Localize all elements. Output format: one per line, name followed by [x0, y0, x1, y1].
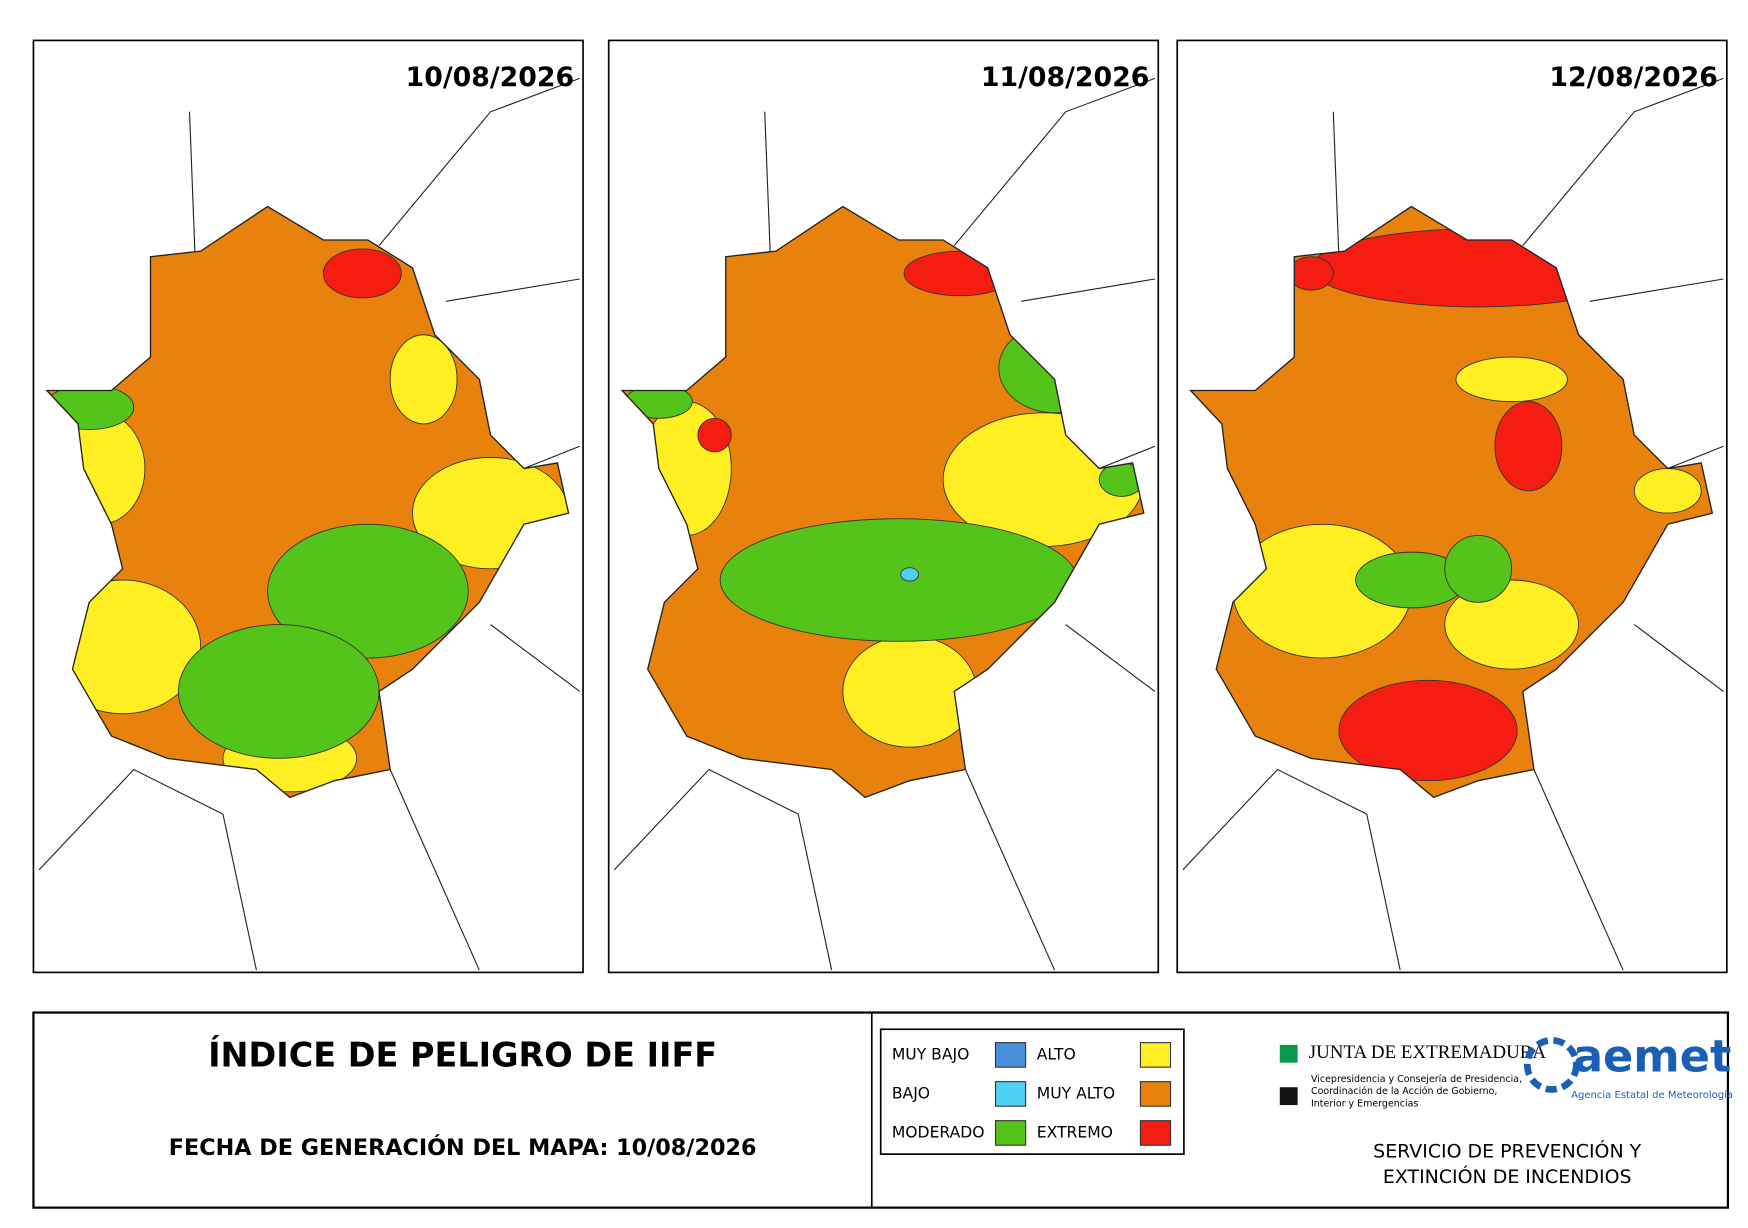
- junta-line: Vicepresidencia y Consejería de Presiden…: [1311, 1074, 1522, 1085]
- legend-label: ALTO: [1037, 1045, 1076, 1063]
- legend-swatch: [994, 1081, 1027, 1107]
- footer-title: ÍNDICE DE PELIGRO DE IIFF: [208, 1035, 717, 1075]
- map-date: 11/08/2026: [981, 62, 1149, 93]
- danger-zone: [1455, 356, 1568, 403]
- map-panel: 10/08/2026: [32, 39, 584, 974]
- legend-swatch: [1139, 1081, 1172, 1107]
- danger-zone: [1288, 256, 1334, 291]
- aemet-subtitle: Agencia Estatal de Meteorología: [1571, 1089, 1733, 1101]
- danger-zone: [719, 518, 1078, 642]
- legend-label: MUY ALTO: [1037, 1084, 1115, 1102]
- province-border: [389, 769, 480, 971]
- province-border: [764, 111, 771, 257]
- borders: [613, 77, 1156, 971]
- danger-zone: [267, 523, 469, 659]
- province-border: [953, 77, 1156, 246]
- danger-zone: [1338, 679, 1518, 782]
- footer-box: [32, 1011, 1730, 1209]
- province-border: [523, 445, 580, 470]
- province-border: [1667, 445, 1724, 470]
- legend-swatch: [1139, 1042, 1172, 1068]
- region: [1190, 206, 1713, 798]
- borders: [38, 77, 581, 971]
- province-border: [1065, 624, 1156, 692]
- legend-label: EXTREMO: [1037, 1123, 1113, 1141]
- province-border: [445, 278, 580, 302]
- junta-line: Coordinación de la Acción de Gobierno,: [1311, 1086, 1497, 1097]
- danger-zone: [1494, 401, 1563, 492]
- map-date: 10/08/2026: [406, 62, 574, 93]
- province-border: [490, 624, 581, 692]
- junta-line: Interior y Emergencias: [1311, 1098, 1418, 1109]
- province-border: [1633, 624, 1724, 692]
- province-border: [1533, 769, 1624, 971]
- junta-icon: [1279, 1044, 1298, 1063]
- junta-icon: [1279, 1087, 1298, 1106]
- junta-name: JUNTA DE EXTREMADURA: [1309, 1042, 1547, 1063]
- region-outline: [620, 205, 1145, 799]
- map-panel: 11/08/2026: [607, 39, 1160, 974]
- legend-swatch: [994, 1120, 1027, 1146]
- danger-zone: [900, 567, 920, 582]
- province-border: [613, 768, 833, 971]
- province-border: [1332, 111, 1340, 257]
- province-border: [1589, 278, 1724, 302]
- legend-box: [879, 1028, 1185, 1155]
- province-border: [378, 77, 580, 246]
- legend-label: MUY BAJO: [892, 1045, 970, 1063]
- region-outline: [1189, 205, 1714, 799]
- province-border: [964, 769, 1056, 971]
- map-date: 12/08/2026: [1549, 62, 1717, 93]
- legend-swatch: [994, 1042, 1027, 1068]
- province-border: [38, 768, 257, 971]
- aemet-name: aemet: [1573, 1030, 1731, 1082]
- province-border: [188, 111, 196, 257]
- danger-zone: [177, 624, 380, 759]
- region-outline: [45, 205, 570, 799]
- aemet-icon: [1523, 1037, 1580, 1093]
- danger-zone: [1444, 534, 1513, 603]
- province-border: [1522, 77, 1724, 246]
- danger-zone: [697, 417, 732, 453]
- borders: [1182, 77, 1724, 971]
- danger-zone: [1633, 468, 1702, 514]
- danger-zone: [389, 334, 458, 425]
- legend-label: MODERADO: [892, 1123, 985, 1141]
- province-border: [1098, 445, 1156, 470]
- service-line: SERVICIO DE PREVENCIÓN Y: [1373, 1138, 1641, 1162]
- legend-label: BAJO: [892, 1084, 930, 1102]
- province-border: [1021, 278, 1156, 302]
- map-panel: 12/08/2026: [1176, 39, 1728, 974]
- danger-zone: [322, 248, 402, 299]
- province-border: [1182, 768, 1401, 971]
- service-line: EXTINCIÓN DE INCENDIOS: [1383, 1164, 1632, 1188]
- generation-date: FECHA DE GENERACIÓN DEL MAPA: 10/08/2026: [169, 1133, 757, 1161]
- legend-swatch: [1139, 1120, 1172, 1146]
